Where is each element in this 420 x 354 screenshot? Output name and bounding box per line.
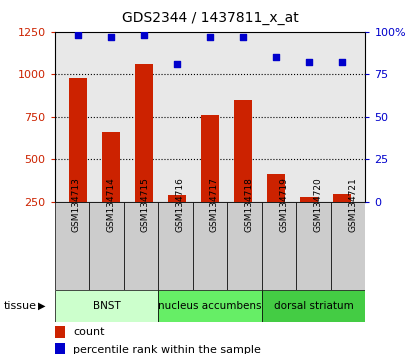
Text: GSM134714: GSM134714 [106,177,116,232]
Text: GSM134713: GSM134713 [72,177,81,232]
Bar [331,202,365,290]
Text: GSM134717: GSM134717 [210,177,219,232]
Bar [262,290,365,322]
Bar [168,195,186,202]
Point [141,33,147,38]
Text: BNST: BNST [92,301,120,311]
Point [339,59,346,65]
Point [173,61,180,67]
Bar [102,132,120,202]
Bar [55,202,89,290]
Bar [267,174,285,202]
Bar [333,194,351,202]
Text: GDS2344 / 1437811_x_at: GDS2344 / 1437811_x_at [122,11,298,25]
Bar [193,202,227,290]
Point [240,34,247,40]
Bar [262,202,297,290]
Bar [55,290,158,322]
Point [207,34,213,40]
Bar [55,326,66,338]
Bar [135,64,153,202]
Point [74,33,81,38]
Text: percentile rank within the sample: percentile rank within the sample [73,345,261,354]
Text: GSM134715: GSM134715 [141,177,150,232]
Text: count: count [73,327,105,337]
Bar [201,115,219,202]
Bar [227,202,262,290]
Bar [158,202,193,290]
Point [108,34,114,40]
Text: GSM134720: GSM134720 [314,177,323,232]
Text: tissue: tissue [4,301,37,311]
Text: GSM134719: GSM134719 [279,177,288,232]
Text: GSM134718: GSM134718 [244,177,254,232]
Text: GSM134721: GSM134721 [348,177,357,232]
Text: GSM134716: GSM134716 [176,177,184,232]
Bar [158,290,262,322]
Bar [297,202,331,290]
Point [273,55,279,60]
Bar [89,202,123,290]
Text: nucleus accumbens: nucleus accumbens [158,301,262,311]
Bar [300,197,318,202]
Bar [234,100,252,202]
Text: dorsal striatum: dorsal striatum [274,301,354,311]
Text: ▶: ▶ [38,301,45,311]
Bar [55,343,66,354]
Bar [123,202,158,290]
Point [306,59,312,65]
Bar [69,78,87,202]
